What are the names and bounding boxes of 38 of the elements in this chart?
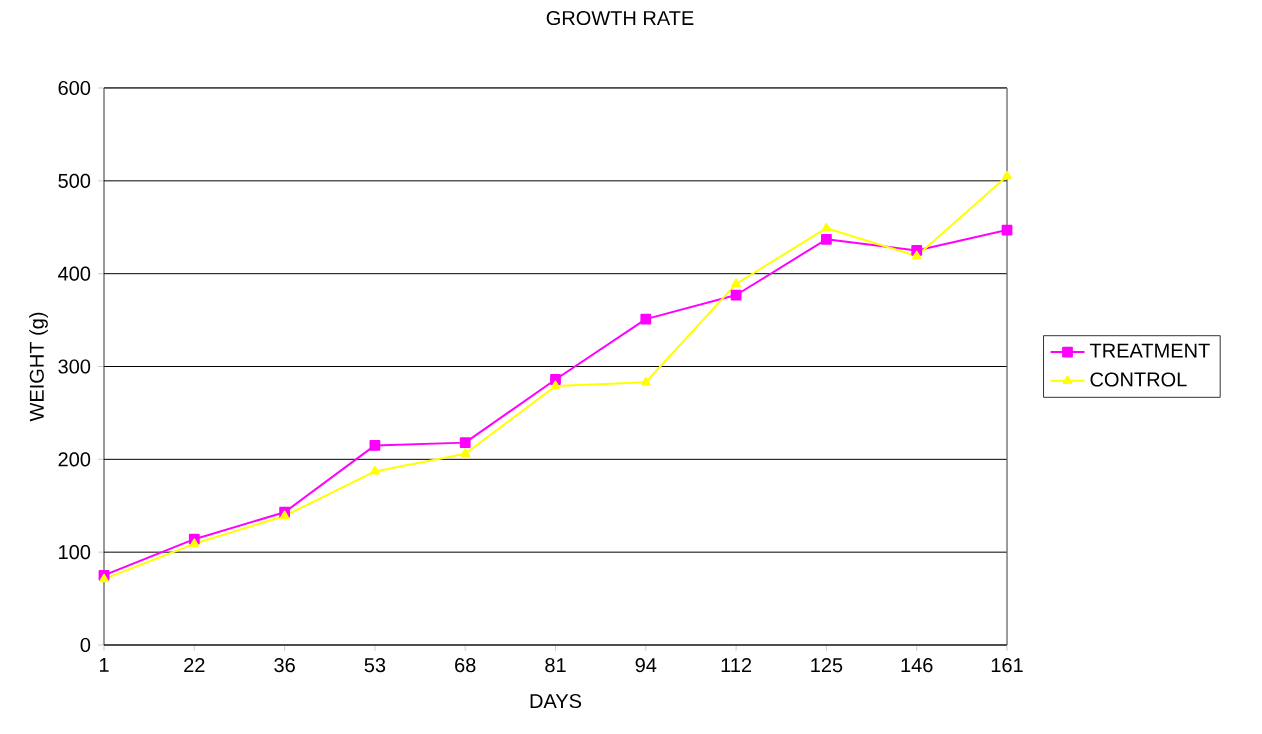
point	[369, 440, 381, 451]
x-tick-label: 161	[991, 658, 1023, 673]
point	[370, 466, 380, 475]
point	[821, 222, 832, 232]
point	[550, 380, 561, 390]
point	[189, 538, 200, 548]
point	[730, 289, 742, 301]
y-axis-title: WEIGHT (g)	[29, 312, 48, 422]
y-tick-label: 100	[59, 545, 91, 560]
x-tick-label: 53	[364, 658, 386, 673]
point	[1002, 170, 1012, 180]
point	[821, 233, 832, 245]
y-tick-label: 400	[58, 266, 91, 281]
point	[640, 376, 651, 386]
legend-label: TREATMENT	[1089, 343, 1210, 358]
x-tick-label: 94	[635, 658, 657, 673]
x-tick-label: 1	[99, 658, 109, 672]
y-tick-label: 500	[58, 173, 91, 188]
point	[460, 448, 471, 457]
y-tick-label: 0	[80, 637, 91, 653]
x-tick-label: 22	[184, 658, 205, 673]
point	[459, 437, 471, 449]
y-tick-label: 600	[58, 80, 91, 96]
x-tick-label: 125	[811, 658, 843, 673]
x-tick-label: 146	[901, 658, 933, 673]
chart-title: GROWTH RATE	[546, 10, 694, 26]
x-tick-label: 112	[721, 658, 752, 673]
point	[731, 278, 741, 288]
point	[279, 510, 290, 520]
point	[911, 250, 922, 260]
x-tick-label: 36	[274, 658, 295, 673]
point	[640, 313, 652, 325]
y-tick-label: 200	[58, 452, 91, 467]
x-tick-label: 68	[455, 658, 476, 673]
x-tick-label: 81	[545, 658, 566, 673]
legend-label: CONTROL	[1090, 372, 1187, 387]
y-tick-label: 300	[58, 359, 91, 374]
x-axis-title: DAYS	[530, 693, 582, 709]
